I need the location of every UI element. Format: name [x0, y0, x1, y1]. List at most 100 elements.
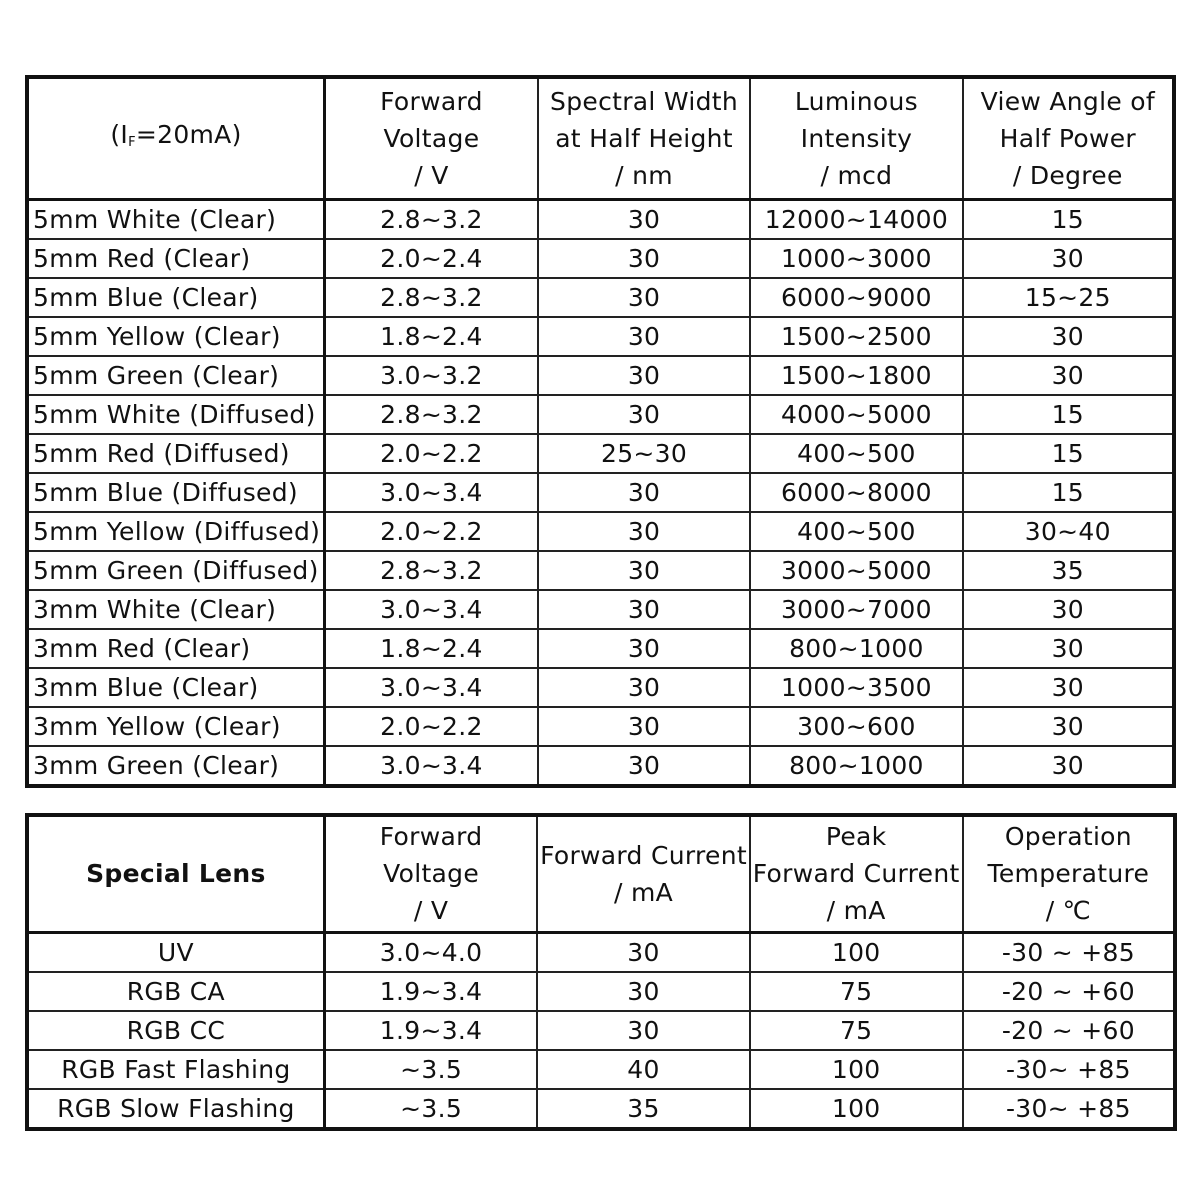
column-header: Forward Voltage / V — [323, 76, 539, 201]
cell: 400~500 — [749, 432, 964, 474]
column-header: Forward Current / mA — [536, 814, 751, 934]
column-header-line: Voltage — [383, 123, 480, 153]
column-header: Spectral Width at Half Height / nm — [536, 76, 752, 201]
cell: 30 — [536, 276, 752, 318]
table-row: RGB CA 1.9~3.4 30 75 -20 ~ +60 — [25, 970, 1177, 1012]
cell: 30 — [536, 549, 752, 591]
column-header-line: / mcd — [820, 160, 893, 190]
cell: 25~30 — [536, 432, 752, 474]
cell: 1.9~3.4 — [323, 1009, 539, 1051]
cell: 15 — [961, 393, 1176, 435]
row-label: 5mm Blue (Clear) — [26, 276, 327, 318]
row-label: 3mm Red (Clear) — [26, 627, 327, 669]
cell: 2.0~2.2 — [323, 432, 539, 474]
table-row: RGB Fast Flashing ~3.5 40 100 -30~ +85 — [25, 1048, 1177, 1090]
cell: 6000~9000 — [749, 276, 964, 318]
cell: 30 — [536, 744, 752, 787]
cell: ~3.5 — [323, 1087, 539, 1130]
column-header-line: Forward — [380, 86, 483, 116]
cell: 2.8~3.2 — [323, 393, 539, 435]
cell: 100 — [748, 1087, 964, 1130]
cell: 30 — [536, 705, 752, 747]
table-row: RGB CC 1.9~3.4 30 75 -20 ~ +60 — [25, 1009, 1177, 1051]
cell: 15~25 — [961, 276, 1176, 318]
column-header: Luminous Intensity / mcd — [749, 76, 964, 201]
row-label: 5mm White (Clear) — [26, 198, 327, 240]
cell: -30~ +85 — [961, 1087, 1177, 1130]
cell: 30 — [961, 354, 1176, 396]
cell: 800~1000 — [749, 627, 964, 669]
cell: 3.0~3.4 — [323, 471, 539, 513]
cell: 1.9~3.4 — [323, 970, 539, 1012]
corner-header: (IF=20mA) — [26, 76, 327, 201]
cell: 1000~3500 — [749, 666, 964, 708]
cell: 800~1000 — [749, 744, 964, 787]
column-header-line: / V — [414, 160, 449, 190]
cell: 30 — [536, 237, 752, 279]
cell: 30 — [536, 588, 752, 630]
corner-header: Special Lens — [25, 814, 326, 934]
cell: 2.8~3.2 — [323, 276, 539, 318]
cell: 30 — [536, 354, 752, 396]
column-header-line: Luminous — [794, 86, 918, 116]
cell: 3.0~4.0 — [323, 931, 539, 973]
column-header-line: Peak — [825, 822, 887, 852]
cell: 30 — [536, 393, 752, 435]
cell: 30 — [961, 237, 1176, 279]
cell: 30 — [536, 666, 752, 708]
column-header-line: / V — [413, 896, 449, 926]
cell: 30 — [536, 315, 752, 357]
column-header-line: View Angle of — [980, 86, 1155, 116]
cell: 40 — [536, 1048, 751, 1090]
cell: 1500~2500 — [749, 315, 964, 357]
cell: 75 — [748, 970, 964, 1012]
column-header-line: Forward Current — [540, 840, 747, 870]
row-label: 5mm Green (Clear) — [26, 354, 327, 396]
corner-prefix: (I — [110, 119, 129, 149]
column-header-line: / mA — [826, 896, 886, 926]
cell: 100 — [748, 931, 964, 973]
table-row: 3mm Red (Clear) 1.8~2.4 30 800~1000 30 — [26, 627, 1176, 669]
column-header: Operation Temperature / ℃ — [961, 814, 1177, 934]
row-label: RGB Fast Flashing — [25, 1048, 326, 1090]
cell: 30 — [961, 627, 1176, 669]
row-label: 5mm Yellow (Diffused) — [26, 510, 327, 552]
column-header-line: Spectral Width — [550, 86, 739, 116]
column-header-line: Half Power — [999, 123, 1136, 153]
row-label: 5mm Red (Diffused) — [26, 432, 327, 474]
cell: 3.0~3.2 — [323, 354, 539, 396]
column-header-line: Forward — [379, 822, 483, 852]
column-header-line: / nm — [615, 160, 673, 190]
corner-subscript: F — [128, 134, 136, 150]
row-label: 3mm Blue (Clear) — [26, 666, 327, 708]
table-row: 5mm Green (Clear) 3.0~3.2 30 1500~1800 30 — [26, 354, 1176, 396]
column-header-line: Temperature — [987, 859, 1150, 889]
column-header-line: Operation — [1004, 822, 1132, 852]
table-row: 5mm Blue (Clear) 2.8~3.2 30 6000~9000 15~25 — [26, 276, 1176, 318]
cell: 1.8~2.4 — [323, 627, 539, 669]
row-label: 5mm Blue (Diffused) — [26, 471, 327, 513]
column-header-line: Voltage — [383, 859, 480, 889]
cell: 3000~7000 — [749, 588, 964, 630]
cell: 400~500 — [749, 510, 964, 552]
cell: 2.0~2.4 — [323, 237, 539, 279]
table-row: UV 3.0~4.0 30 100 -30 ~ +85 — [25, 931, 1177, 973]
cell: 2.0~2.2 — [323, 705, 539, 747]
table-row: 5mm White (Diffused) 2.8~3.2 30 4000~5000 15 — [26, 393, 1176, 435]
row-label: UV — [25, 931, 326, 973]
row-label: 5mm White (Diffused) — [26, 393, 327, 435]
table-row: 3mm Green (Clear) 3.0~3.4 30 800~1000 30 — [26, 744, 1176, 787]
cell: 30 — [961, 705, 1176, 747]
table-row: 5mm Red (Diffused) 2.0~2.2 25~30 400~500 15 — [26, 432, 1176, 474]
cell: 4000~5000 — [749, 393, 964, 435]
header-row: (IF=20mA) Forward Voltage / V Spectral Widt… — [26, 76, 1176, 201]
cell: 35 — [536, 1087, 751, 1130]
cell: -20 ~ +60 — [961, 1009, 1177, 1051]
row-label: RGB CA — [25, 970, 326, 1012]
cell: 300~600 — [749, 705, 964, 747]
row-label: 3mm Yellow (Clear) — [26, 705, 327, 747]
cell: ~3.5 — [323, 1048, 539, 1090]
cell: 15 — [961, 471, 1176, 513]
cell: 3000~5000 — [749, 549, 964, 591]
table-row: 5mm Yellow (Clear) 1.8~2.4 30 1500~2500 30 — [26, 315, 1176, 357]
